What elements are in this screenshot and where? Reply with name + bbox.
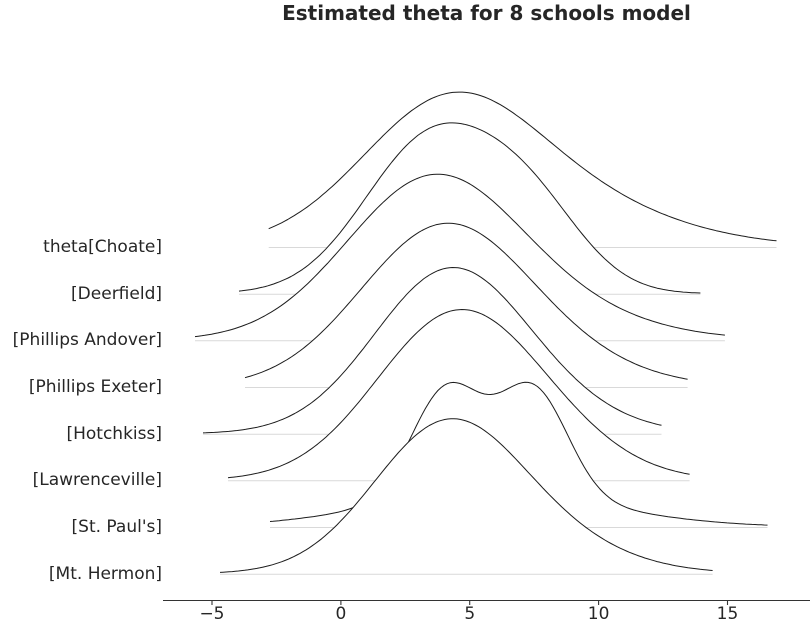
x-axis-tick-label: 15 bbox=[716, 604, 739, 624]
y-axis-label: [Deerfield] bbox=[71, 283, 162, 304]
y-axis-label: [Phillips Exeter] bbox=[28, 376, 162, 397]
density-curve bbox=[244, 222, 688, 380]
y-axis-label: [Mt. Hermon] bbox=[48, 563, 162, 584]
density-curve bbox=[202, 267, 662, 434]
density-curve bbox=[194, 173, 725, 338]
density-fill bbox=[220, 418, 713, 574]
x-axis-tick-label: −5 bbox=[199, 604, 225, 624]
chart-title: Estimated theta for 8 schools model bbox=[282, 1, 691, 25]
y-axis-label: [Hotchkiss] bbox=[66, 423, 162, 444]
y-axis-label: [Lawrenceville] bbox=[32, 470, 162, 491]
density-curve bbox=[227, 309, 690, 479]
density-curve bbox=[238, 122, 701, 294]
density-curve bbox=[219, 418, 713, 573]
y-axis-label: theta[Choate] bbox=[43, 237, 162, 257]
x-axis-tick-label: 10 bbox=[587, 604, 610, 624]
x-axis-tick-label: 0 bbox=[335, 604, 347, 624]
y-axis-label: [Phillips Andover] bbox=[12, 330, 162, 351]
y-axis-label: [St. Paul's] bbox=[71, 516, 162, 537]
x-axis-tick-label: 5 bbox=[464, 604, 476, 624]
density-curve bbox=[268, 91, 777, 242]
